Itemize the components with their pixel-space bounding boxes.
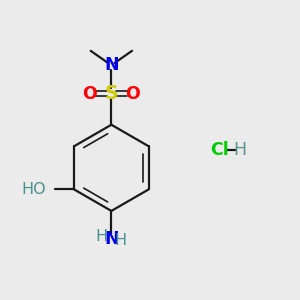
Text: O: O	[125, 85, 140, 103]
Text: H: H	[115, 233, 127, 248]
Text: N: N	[104, 230, 119, 248]
Text: H: H	[233, 141, 246, 159]
Text: O: O	[82, 85, 97, 103]
Text: Cl: Cl	[211, 141, 229, 159]
Text: HO: HO	[21, 182, 46, 197]
Text: N: N	[104, 56, 119, 74]
Text: H: H	[96, 229, 108, 244]
Text: S: S	[105, 84, 118, 103]
